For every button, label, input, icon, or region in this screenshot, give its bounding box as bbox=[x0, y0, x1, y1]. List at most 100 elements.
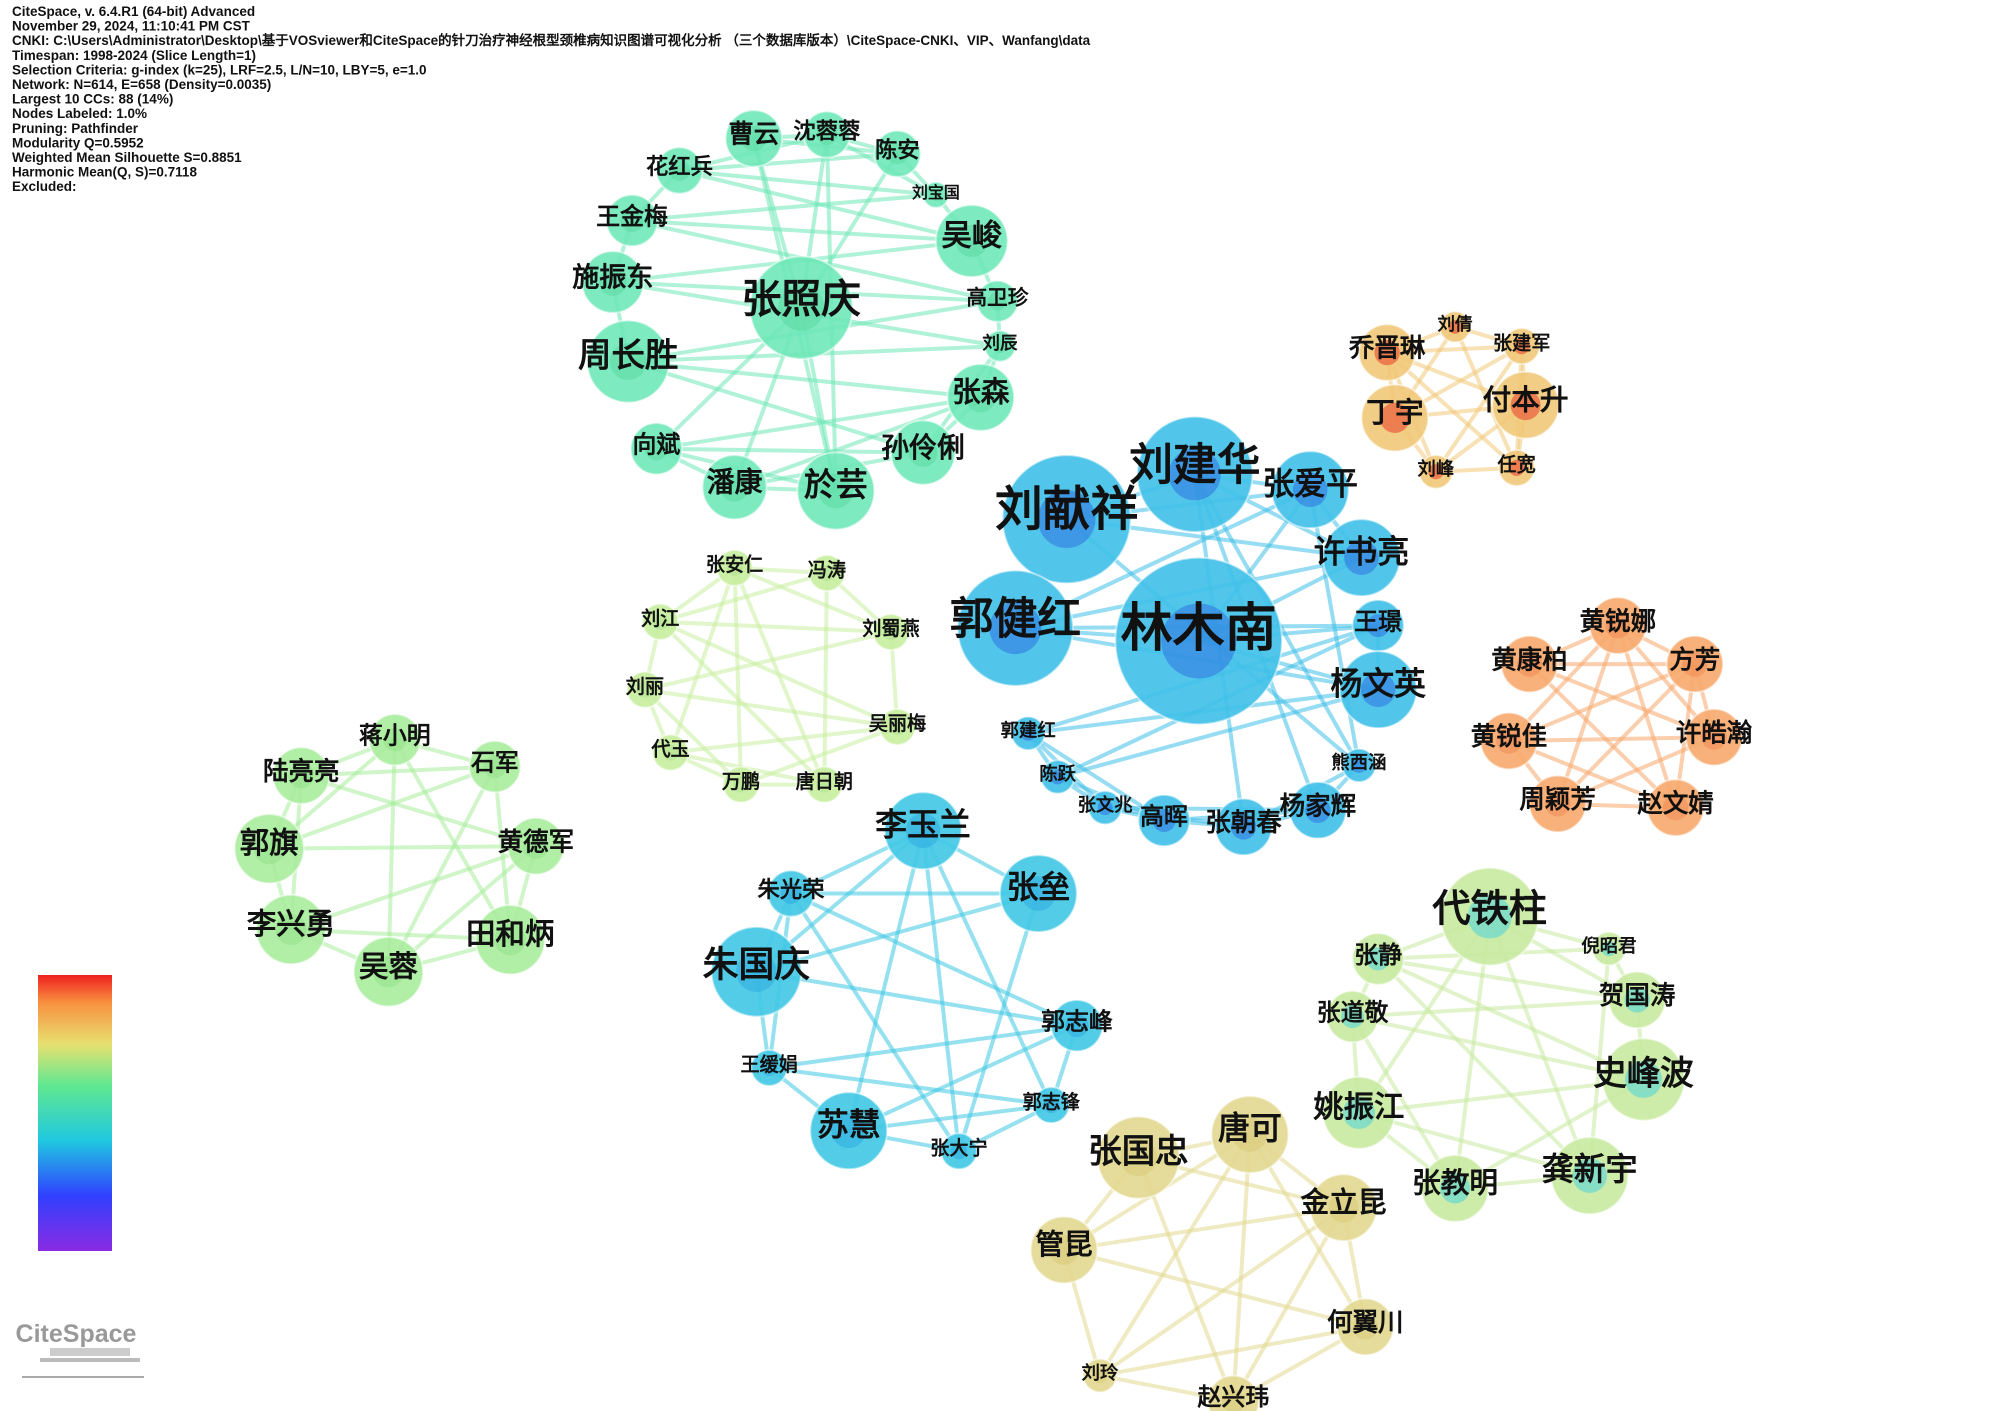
node-core bbox=[741, 125, 767, 152]
node-core bbox=[1305, 797, 1331, 823]
edge bbox=[627, 359, 981, 400]
node-core bbox=[993, 339, 1007, 354]
node-label: 吴峻 bbox=[941, 217, 1002, 253]
node-label: 朱光荣 bbox=[758, 877, 826, 903]
node-label: 杨家辉 bbox=[1280, 791, 1356, 821]
edge bbox=[643, 688, 743, 787]
logo-line bbox=[22, 1376, 144, 1378]
edge bbox=[1615, 625, 1678, 809]
node-label: 张森 bbox=[952, 375, 1010, 409]
node-label: 张教明 bbox=[1412, 1166, 1498, 1200]
node-label: 於芸 bbox=[804, 466, 868, 504]
node-label: 唐可 bbox=[1218, 1109, 1282, 1147]
header-line: Modularity Q=0.5952 bbox=[12, 135, 144, 150]
node-core bbox=[1360, 672, 1396, 708]
edge bbox=[656, 446, 924, 455]
node-core bbox=[1021, 876, 1056, 911]
node-label: 刘倩 bbox=[1438, 314, 1474, 335]
edge bbox=[921, 829, 1054, 1106]
edge bbox=[1308, 489, 1361, 766]
node-core bbox=[778, 284, 825, 331]
node-label: 王金梅 bbox=[596, 202, 668, 230]
node-label: 代铁柱 bbox=[1431, 886, 1547, 931]
node-label: 赵兴玮 bbox=[1196, 1383, 1269, 1411]
node-core bbox=[1605, 612, 1631, 639]
node-label: 许书亮 bbox=[1314, 532, 1410, 570]
node-label: 陈跃 bbox=[1039, 763, 1076, 785]
node-label: 代玉 bbox=[650, 738, 689, 761]
node-label: 熊西涵 bbox=[1331, 752, 1386, 774]
node-label: 张建军 bbox=[1493, 331, 1550, 354]
node-core bbox=[494, 924, 526, 956]
edge bbox=[679, 151, 898, 173]
node-core bbox=[669, 160, 690, 181]
logo-bar bbox=[40, 1358, 140, 1362]
header-line: Weighted Mean Silhouette S=0.8851 bbox=[12, 150, 242, 165]
edge bbox=[644, 687, 898, 729]
header-line: CiteSpace, v. 6.4.R1 (64-bit) Advanced bbox=[12, 4, 255, 19]
node-core bbox=[882, 623, 900, 641]
node-core bbox=[1292, 472, 1328, 508]
header-line: Largest 10 CCs: 88 (14%) bbox=[12, 92, 173, 107]
edge bbox=[1508, 735, 1715, 743]
edge bbox=[732, 567, 743, 785]
edge bbox=[290, 844, 537, 932]
header-line: Timespan: 1998-2024 (Slice Length=1) bbox=[12, 48, 256, 63]
node-label: 苏慧 bbox=[817, 1105, 881, 1143]
node-label: 郭志锋 bbox=[1023, 1090, 1081, 1113]
node-label: 郭健红 bbox=[950, 593, 1081, 644]
node-label: 刘宝国 bbox=[912, 183, 960, 202]
node-core bbox=[988, 292, 1007, 311]
node-core bbox=[1230, 814, 1257, 840]
edge bbox=[1555, 624, 1620, 805]
node-core bbox=[1366, 947, 1390, 971]
node-label: 张大宁 bbox=[930, 1136, 987, 1159]
node-label: 张国忠 bbox=[1088, 1132, 1188, 1171]
node-label: 向斌 bbox=[633, 431, 681, 459]
edge bbox=[957, 892, 1041, 1152]
node-core bbox=[483, 755, 507, 779]
node-core bbox=[1467, 894, 1512, 939]
node-label: 高卫珍 bbox=[966, 286, 1029, 310]
node-core bbox=[1366, 614, 1390, 638]
node-core bbox=[780, 883, 802, 904]
node-core bbox=[732, 776, 750, 793]
node-core bbox=[908, 438, 938, 467]
node-label: 李玉兰 bbox=[875, 805, 971, 843]
node-core bbox=[1662, 794, 1689, 821]
node-label: 唐日朝 bbox=[796, 770, 853, 793]
node-core bbox=[1328, 1192, 1359, 1223]
node-core bbox=[818, 564, 835, 582]
node-core bbox=[1020, 725, 1036, 741]
node-core bbox=[523, 833, 549, 859]
node-core bbox=[1448, 319, 1462, 334]
node-core bbox=[930, 189, 942, 201]
edge bbox=[768, 1023, 1078, 1070]
header-line: Nodes Labeled: 1.0% bbox=[12, 106, 147, 121]
node-core bbox=[720, 472, 750, 502]
node-core bbox=[1043, 1097, 1060, 1114]
node-label: 石军 bbox=[470, 749, 519, 777]
node-label: 丁宇 bbox=[1366, 395, 1423, 429]
node-label: 王璟 bbox=[1354, 608, 1402, 636]
node-label: 张安仁 bbox=[706, 553, 763, 576]
node-core bbox=[1513, 338, 1530, 355]
node-label: 许皓瀚 bbox=[1676, 718, 1753, 748]
edge bbox=[268, 764, 496, 851]
node-label: 吴丽梅 bbox=[869, 712, 926, 735]
color-bar bbox=[38, 975, 112, 1251]
node-label: 花红兵 bbox=[646, 153, 713, 180]
edge bbox=[1136, 1156, 1236, 1402]
node-core bbox=[989, 602, 1042, 655]
node-core bbox=[1161, 603, 1237, 679]
node-core bbox=[955, 224, 988, 258]
node-core bbox=[383, 728, 407, 752]
header-line: Harmonic Mean(Q, S)=0.7118 bbox=[12, 165, 197, 180]
edge bbox=[386, 739, 397, 972]
node-label: 杨文英 bbox=[1330, 664, 1426, 702]
node-core bbox=[620, 208, 644, 233]
edge bbox=[300, 773, 537, 849]
node-core bbox=[1050, 769, 1066, 785]
